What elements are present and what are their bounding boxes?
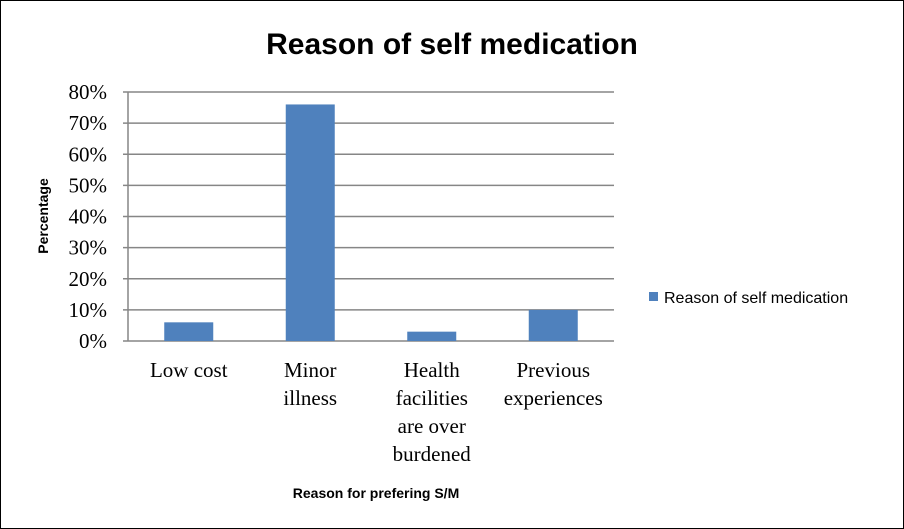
x-tick-label: experiences — [504, 386, 603, 410]
bar — [285, 104, 335, 341]
bar — [528, 309, 578, 341]
x-tick-label: illness — [283, 386, 337, 410]
legend-swatch — [649, 292, 658, 301]
y-tick-label: 0% — [79, 329, 107, 353]
y-tick-label: 20% — [69, 267, 108, 291]
x-tick-label: Health — [404, 358, 460, 382]
x-tick-label: are over — [398, 414, 466, 438]
x-tick-label: burdened — [393, 442, 472, 466]
x-tick-label: Previous — [517, 358, 591, 382]
y-tick-label: 30% — [69, 236, 108, 260]
x-tick-label: Minor — [284, 358, 337, 382]
bar — [407, 331, 457, 341]
bar — [164, 322, 214, 341]
x-tick-label: facilities — [396, 386, 468, 410]
y-tick-label: 50% — [69, 173, 108, 197]
chart-title: Reason of self medication — [266, 28, 638, 61]
legend-label: Reason of self medication — [664, 290, 848, 307]
y-tick-label: 70% — [69, 111, 108, 135]
y-tick-label: 60% — [69, 142, 108, 166]
y-tick-label: 80% — [69, 80, 108, 104]
x-axis-title: Reason for prefering S/M — [293, 485, 459, 501]
y-tick-label: 10% — [69, 298, 108, 322]
y-tick-label: 40% — [69, 205, 108, 229]
x-tick-label: Low cost — [150, 358, 228, 382]
y-axis-title: Percentage — [35, 178, 51, 254]
